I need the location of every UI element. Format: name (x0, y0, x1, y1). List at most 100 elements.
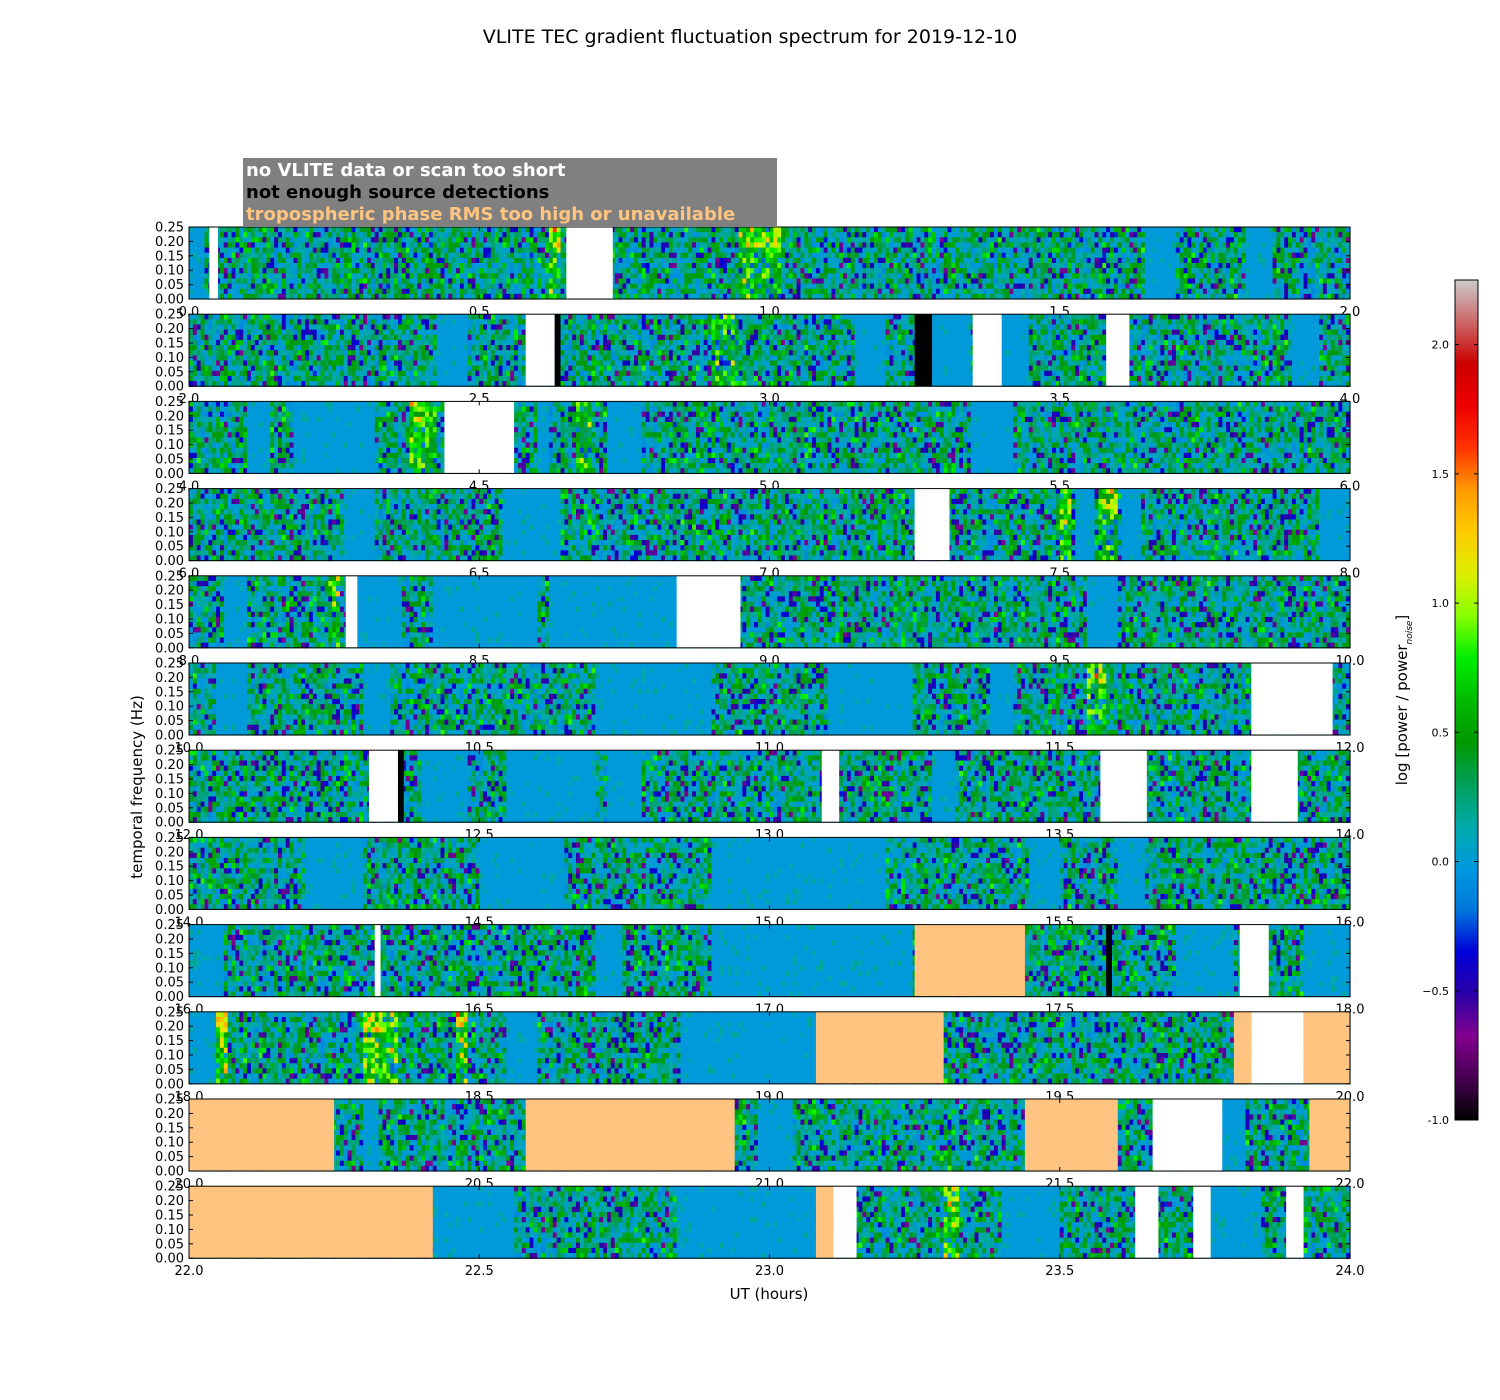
heatmap-cell (371, 242, 375, 248)
heatmap-cell (224, 248, 228, 254)
heatmap-cell (367, 268, 371, 274)
heatmap-cell (286, 242, 290, 248)
heatmap-cell (204, 289, 208, 295)
heatmap-cell (274, 242, 278, 248)
heatmap-cell (352, 273, 356, 279)
heatmap-cell (204, 273, 208, 279)
heatmap-cell (235, 273, 239, 279)
heatmap-cell (332, 273, 336, 279)
heatmap-cell (270, 273, 274, 279)
heatmap-cell (193, 232, 197, 238)
heatmap-cell (278, 258, 282, 264)
heatmap-cell (410, 237, 414, 243)
heatmap-cell (204, 258, 208, 264)
heatmap-cell (321, 248, 325, 254)
heatmap-cell (204, 232, 208, 238)
heatmap-cell (224, 273, 228, 279)
heatmap-cell (274, 284, 278, 290)
heatmap-cell (328, 273, 332, 279)
heatmap-cell (189, 289, 193, 295)
heatmap-cell (321, 242, 325, 248)
heatmap-cell (251, 232, 255, 238)
heatmap-cell (398, 237, 402, 243)
heatmap-cell (324, 253, 328, 259)
heatmap-cell (386, 273, 390, 279)
heatmap-cell (332, 289, 336, 295)
heatmap-cell (204, 248, 208, 254)
heatmap-cell (379, 258, 383, 264)
heatmap-cell (305, 242, 309, 248)
heatmap-cell (332, 242, 336, 248)
heatmap-cell (301, 263, 305, 269)
heatmap-cell (352, 268, 356, 274)
heatmap-cell (367, 284, 371, 290)
heatmap-cell (263, 242, 267, 248)
heatmap-cell (324, 289, 328, 295)
heatmap-cell (328, 237, 332, 243)
heatmap-cell (367, 242, 371, 248)
heatmap-cell (340, 273, 344, 279)
heatmap-cell (379, 253, 383, 259)
heatmap-cell (305, 258, 309, 264)
heatmap-cell (251, 237, 255, 243)
heatmap-cell (247, 232, 251, 238)
heatmap-cell (375, 273, 379, 279)
heatmap-cell (355, 289, 359, 295)
heatmap-cell (336, 232, 340, 238)
heatmap-cell (317, 268, 321, 274)
heatmap-cell (263, 278, 267, 284)
heatmap-cell (228, 237, 232, 243)
heatmap-cell (371, 227, 375, 233)
heatmap-cell (317, 284, 321, 290)
heatmap-cell (228, 227, 232, 233)
heatmap-cell (406, 253, 410, 259)
heatmap-cell (348, 242, 352, 248)
heatmap-cell (270, 253, 274, 259)
heatmap-cell (344, 227, 348, 233)
heatmap-cell (336, 284, 340, 290)
heatmap-cell (274, 248, 278, 254)
heatmap-cell (390, 268, 394, 274)
heatmap-cell (313, 268, 317, 274)
heatmap-cell (290, 278, 294, 284)
heatmap-cell (282, 258, 286, 264)
heatmap-cell (293, 278, 297, 284)
heatmap-cell (247, 263, 251, 269)
heatmap-cell (410, 263, 414, 269)
heatmap-cell (251, 253, 255, 259)
heatmap-cell (297, 258, 301, 264)
heatmap-cell (328, 242, 332, 248)
heatmap-cell (293, 263, 297, 269)
heatmap-cell (247, 268, 251, 274)
heatmap-cell (290, 268, 294, 274)
heatmap-cell (317, 263, 321, 269)
heatmap-cell (204, 268, 208, 274)
heatmap-cell (232, 237, 236, 243)
heatmap-cell (201, 289, 205, 295)
heatmap-cell (375, 258, 379, 264)
heatmap-cell (301, 253, 305, 259)
heatmap-cell (359, 232, 363, 238)
heatmap-cell (239, 227, 243, 233)
heatmap-cell (228, 284, 232, 290)
heatmap-cell (297, 273, 301, 279)
heatmap-cell (363, 284, 367, 290)
heatmap-cell (263, 263, 267, 269)
heatmap-cell (278, 268, 282, 274)
heatmap-cell (266, 289, 270, 295)
heatmap-cell (406, 268, 410, 274)
heatmap-cell (201, 248, 205, 254)
heatmap-cell (305, 253, 309, 259)
panels-group: 0.000.050.100.150.200.250.0 0.5 1.0 1.5 2.00… (155, 221, 1364, 1280)
heatmap-cell (328, 268, 332, 274)
heatmap-cell (239, 232, 243, 238)
heatmap-cell (309, 227, 313, 233)
legend: no VLITE data or scan too short not enou… (243, 158, 777, 226)
heatmap-cell (390, 278, 394, 284)
heatmap-cell (336, 258, 340, 264)
heatmap-cell (263, 248, 267, 254)
heatmap-cell (297, 268, 301, 274)
heatmap-cell (309, 248, 313, 254)
heatmap-cell (204, 263, 208, 269)
heatmap-cell (232, 258, 236, 264)
